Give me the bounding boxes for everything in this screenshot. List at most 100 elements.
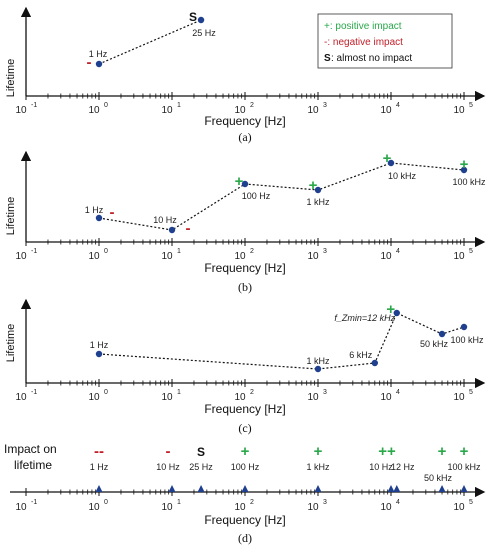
x-tick-label: 10 (234, 105, 246, 116)
legend-negative: -: negative impact (324, 37, 403, 48)
frequency-marker (438, 485, 446, 492)
x-tick-exponent: 0 (104, 499, 108, 506)
point-label: 50 kHz (420, 339, 449, 349)
x-tick-exponent: 4 (396, 389, 400, 396)
x-tick-exponent: 4 (396, 499, 400, 506)
x-tick-label: 10 (234, 251, 246, 262)
frequency-label: 10 Hz (156, 462, 180, 472)
point-label: f_Zmin=12 kHz (334, 313, 395, 323)
frequency-label: 10 Hz (369, 462, 393, 472)
series-line (98, 312, 465, 370)
x-tick-labels: 10 -1 10 0 10 1 10 2 10 3 10 4 10 5 (15, 499, 473, 513)
x-tick-exponent: 4 (396, 248, 400, 255)
impact-marker-positive: + (438, 443, 447, 460)
impact-title-line2: lifetime (14, 458, 52, 472)
point-label: 1 Hz (89, 49, 108, 59)
y-axis-label: Lifetime (5, 324, 17, 363)
caption-c: (c) (238, 421, 251, 435)
series-a: 1 Hz 25 Hz - S (87, 10, 217, 71)
impact-marker-positive: + (235, 173, 244, 190)
point-label: 100 Hz (242, 191, 271, 201)
x-tick-exponent: -1 (31, 102, 37, 109)
x-tick-label: 10 (161, 502, 173, 513)
x-tick-exponent: 1 (177, 499, 181, 506)
legend: +: positive impact -: negative impact S … (317, 13, 453, 69)
legend-positive: +: positive impact (324, 21, 402, 32)
impact-marker-positive: + (383, 150, 392, 167)
impact-title-line1: Impact on (4, 442, 57, 456)
point-label: 100 kHz (450, 335, 484, 345)
data-point (95, 214, 103, 222)
y-axis-label: Lifetime (5, 59, 17, 98)
x-tick-exponent: -1 (31, 499, 37, 506)
impact-marker-negative: - (166, 443, 171, 460)
x-axis-title: Frequency [Hz] (204, 114, 285, 128)
data-point (387, 159, 395, 167)
legend-box (317, 13, 453, 69)
series-line (98, 19, 202, 65)
x-tick-exponent: 0 (104, 102, 108, 109)
x-tick-exponent: 4 (396, 102, 400, 109)
impact-marker-positive: + (386, 301, 395, 318)
data-point (95, 350, 103, 358)
impact-marker-negative: - (87, 54, 92, 71)
frequency-marker (314, 485, 322, 492)
x-tick-label: 10 (453, 251, 465, 262)
x-tick-label: 10 (88, 502, 100, 513)
point-label: 10 Hz (153, 215, 177, 225)
x-tick-label: 10 (453, 105, 465, 116)
x-tick-exponent: -1 (31, 389, 37, 396)
frequency-marker (197, 485, 205, 492)
x-tick-exponent: 1 (177, 102, 181, 109)
x-tick-label: 10 (88, 392, 100, 403)
x-tick-label: 10 (88, 251, 100, 262)
x-tick-label: 10 (380, 251, 392, 262)
frequency-marker (241, 485, 249, 492)
x-tick-marks (25, 488, 465, 496)
series-b: 1 Hz 10 Hz 100 Hz 1 kHz 10 kHz 100 kHz - - + + + + (85, 150, 486, 237)
frequency-label: 1 Hz (90, 462, 109, 472)
x-tick-exponent: 5 (469, 102, 473, 109)
point-label: 1 Hz (85, 205, 104, 215)
x-tick-exponent: 3 (323, 499, 327, 506)
frequency-marker (168, 485, 176, 492)
data-point (460, 323, 468, 331)
frequency-label: 100 Hz (231, 462, 260, 472)
x-tick-labels: 10 -1 10 0 10 1 10 2 10 3 10 4 10 5 (15, 389, 473, 403)
panel-d: Impact on lifetime 10 -1 10 0 10 1 10 2 10 3 10 4 10… (4, 442, 486, 545)
x-tick-label: 10 (15, 105, 27, 116)
point-label: 6 kHz (349, 350, 373, 360)
x-tick-exponent: 1 (177, 389, 181, 396)
x-tick-exponent: 0 (104, 389, 108, 396)
caption-a: (a) (238, 130, 251, 144)
x-tick-label: 10 (307, 392, 319, 403)
frequency-label: 12 Hz (391, 462, 415, 472)
x-tick-label: 10 (161, 251, 173, 262)
x-axis-title: Frequency [Hz] (204, 261, 285, 275)
x-tick-marks (25, 238, 465, 246)
caption-d: (d) (238, 531, 252, 545)
x-tick-label: 10 (453, 392, 465, 403)
point-label: 100 kHz (452, 177, 486, 187)
frequency-label: 25 Hz (189, 462, 213, 472)
legend-s-key: S (324, 53, 331, 64)
impact-marker-negative: -- (94, 443, 104, 460)
x-tick-exponent: 1 (177, 248, 181, 255)
panel-a: Lifetime 10 -1 10 0 10 1 10 2 10 3 10 4 10 5 Frequenc… (5, 6, 486, 144)
x-tick-label: 10 (161, 105, 173, 116)
x-tick-label: 10 (88, 105, 100, 116)
point-label: 25 Hz (192, 28, 216, 38)
x-tick-exponent: 5 (469, 248, 473, 255)
x-axis-title: Frequency [Hz] (204, 513, 285, 527)
frequency-label: 100 kHz (447, 462, 481, 472)
x-tick-marks (25, 92, 465, 100)
x-tick-exponent: -1 (31, 248, 37, 255)
y-axis-label: Lifetime (5, 197, 17, 236)
data-point (241, 180, 249, 188)
data-point (314, 186, 322, 194)
data-point (371, 359, 379, 367)
x-tick-labels: 10 -1 10 0 10 1 10 2 10 3 10 4 10 5 (15, 248, 473, 262)
frequency-marker (460, 485, 468, 492)
